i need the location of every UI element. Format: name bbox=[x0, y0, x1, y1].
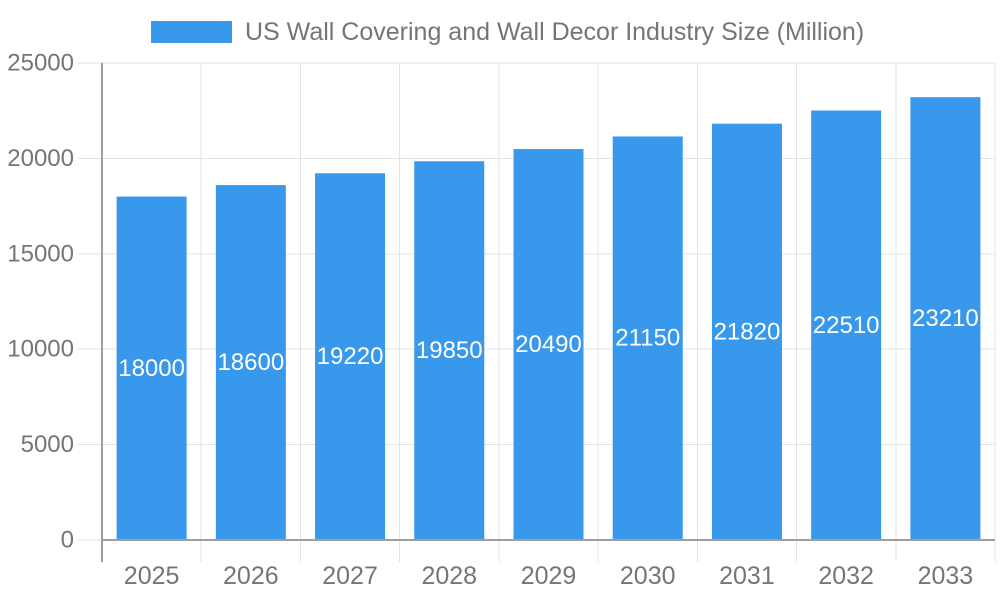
x-tick-label: 2028 bbox=[421, 562, 477, 590]
y-tick-label: 20000 bbox=[7, 145, 74, 172]
legend-label: US Wall Covering and Wall Decor Industry… bbox=[245, 18, 865, 46]
x-tick-label: 2032 bbox=[818, 562, 874, 590]
bar-value-label: 20490 bbox=[515, 331, 582, 358]
bar-value-label: 18600 bbox=[217, 349, 284, 376]
bar-value-label: 22510 bbox=[813, 312, 880, 339]
bar[interactable] bbox=[612, 136, 683, 540]
bar-value-label: 19850 bbox=[416, 337, 483, 364]
y-tick-label: 10000 bbox=[7, 336, 74, 363]
bar-value-label: 23210 bbox=[912, 305, 979, 332]
x-tick-label: 2031 bbox=[719, 562, 775, 590]
x-tick-label: 2026 bbox=[223, 562, 279, 590]
bar[interactable] bbox=[513, 149, 584, 541]
bar[interactable] bbox=[910, 97, 981, 540]
bar[interactable] bbox=[116, 196, 187, 540]
x-tick-label: 2027 bbox=[322, 562, 378, 590]
x-tick-label: 2030 bbox=[620, 562, 676, 590]
bar-value-label: 18000 bbox=[118, 355, 185, 382]
x-tick-label: 2029 bbox=[521, 562, 577, 590]
bar[interactable] bbox=[215, 185, 286, 540]
legend-swatch-icon bbox=[151, 21, 232, 43]
bar[interactable] bbox=[711, 123, 782, 540]
y-tick-label: 5000 bbox=[21, 431, 74, 458]
bar[interactable] bbox=[811, 110, 882, 540]
bar-value-label: 19220 bbox=[317, 343, 384, 370]
x-tick-label: 2033 bbox=[918, 562, 974, 590]
bar-value-label: 21820 bbox=[714, 318, 781, 345]
x-tick-label: 2025 bbox=[124, 562, 180, 590]
bar-value-label: 21150 bbox=[615, 325, 680, 352]
y-tick-label: 0 bbox=[61, 527, 74, 554]
y-tick-label: 15000 bbox=[7, 240, 74, 267]
bar[interactable] bbox=[414, 161, 485, 540]
bar[interactable] bbox=[315, 173, 386, 540]
y-tick-label: 25000 bbox=[7, 50, 74, 77]
